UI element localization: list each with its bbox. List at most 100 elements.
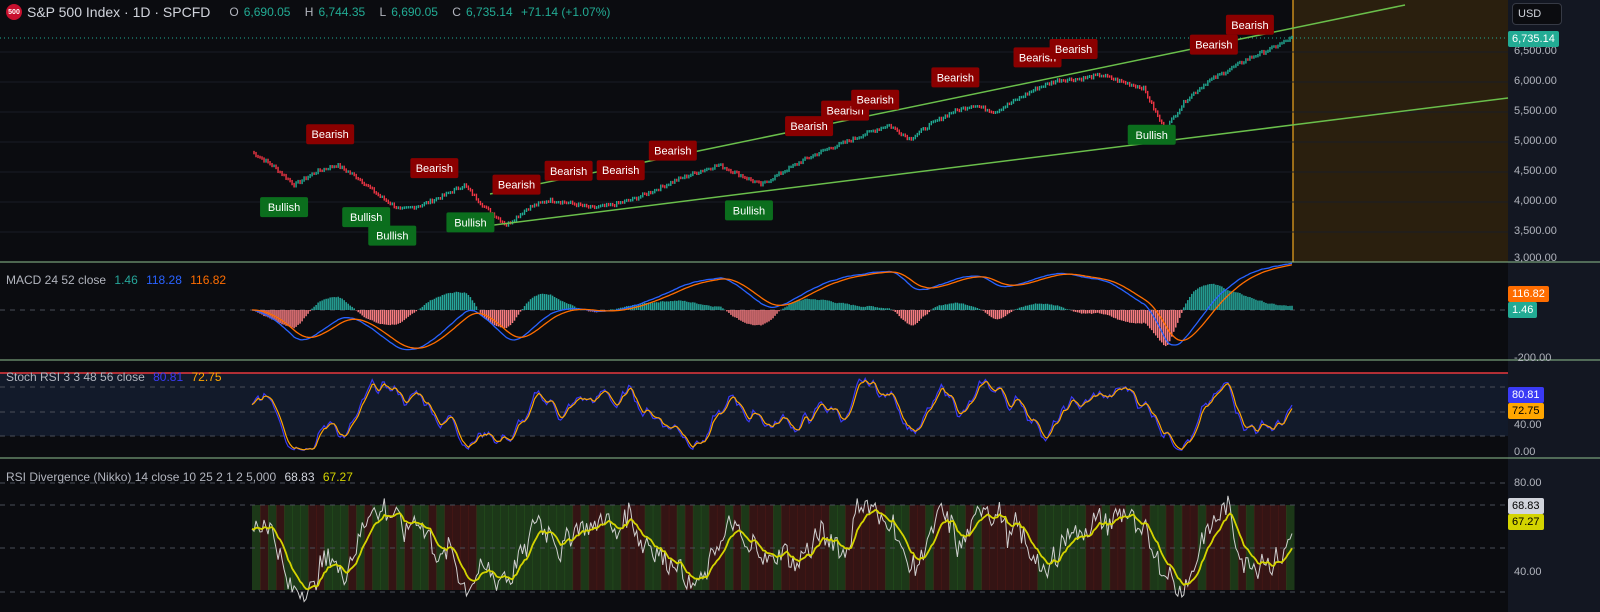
signal-text: Bullish bbox=[376, 231, 408, 243]
rsi-ma-line bbox=[251, 509, 1293, 591]
signal-text: Bearish bbox=[416, 163, 453, 175]
rsi-bg-band bbox=[1005, 505, 1014, 590]
price-tick: 3,500.00 bbox=[1514, 225, 1557, 237]
ohlc-values: O 6,690.05 H 6,744.35 L 6,690.05 C 6,735.14 … bbox=[229, 5, 611, 19]
signal-bearish: Bearish bbox=[1225, 14, 1274, 35]
rsi-value: 68.83 bbox=[284, 470, 315, 484]
rsi-bg-band bbox=[700, 505, 710, 590]
rsi-bg-band bbox=[1181, 505, 1191, 590]
macd-signal-value: 116.82 bbox=[190, 273, 227, 287]
macd-line bbox=[251, 262, 1293, 351]
signal-box bbox=[648, 140, 697, 161]
rsi-title: RSI Divergence (Nikko) 14 close 10 25 2 … bbox=[6, 470, 277, 484]
trendline-lower bbox=[469, 97, 1509, 229]
rsi-bg-band bbox=[1213, 505, 1223, 590]
rsi-bg-band bbox=[933, 505, 942, 590]
signal-box bbox=[342, 207, 391, 228]
signal-bearish: Bearish bbox=[306, 124, 355, 145]
rsi-bg-band bbox=[1173, 505, 1183, 590]
rsi-bg-band bbox=[532, 505, 542, 590]
rsi-bg-band bbox=[981, 505, 990, 590]
stoch-legend[interactable]: Stoch RSI 3 3 48 56 close 80.81 72.75 bbox=[6, 370, 227, 384]
rsi-bg-band bbox=[284, 505, 293, 590]
price-tick: 4,000.00 bbox=[1514, 195, 1557, 207]
signal-text: Bullish bbox=[350, 212, 382, 224]
rsi-bg-band bbox=[781, 505, 790, 590]
rsi-bg-band bbox=[724, 505, 734, 590]
rsi-bg-band bbox=[740, 505, 750, 590]
rsi-bg-band bbox=[524, 505, 534, 590]
signal-text: Bearish bbox=[937, 72, 974, 84]
macd-title: MACD 24 52 close bbox=[6, 273, 107, 287]
currency-button[interactable]: USD bbox=[1512, 3, 1562, 25]
rsi-bg-band bbox=[644, 505, 654, 590]
rsi-legend[interactable]: RSI Divergence (Nikko) 14 close 10 25 2 … bbox=[6, 470, 358, 484]
rsi-bg-band bbox=[1261, 505, 1271, 590]
macd-tick: -200.00 bbox=[1514, 352, 1552, 364]
rsi-bg-band bbox=[1053, 505, 1063, 590]
signal-text: Bearish bbox=[1019, 52, 1056, 64]
rsi-bg-band bbox=[941, 505, 950, 590]
rsi-bg-band bbox=[412, 505, 421, 590]
rsi-bg-band bbox=[564, 505, 574, 590]
signal-bearish: Bearish bbox=[785, 116, 834, 137]
signal-box bbox=[1189, 34, 1238, 55]
rsi-bg-band bbox=[821, 505, 830, 590]
rsi-bg-band bbox=[660, 505, 670, 590]
high-value: 6,744.35 bbox=[318, 5, 366, 19]
macd-hist-tag: 1.46 bbox=[1508, 302, 1538, 318]
signal-bearish: Bearish bbox=[851, 89, 900, 110]
macd-legend[interactable]: MACD 24 52 close 1.46 118.28 116.82 bbox=[6, 273, 231, 287]
rsi-bg-band bbox=[973, 505, 982, 590]
signal-text: Bullish bbox=[454, 217, 486, 229]
rsi-bg-band bbox=[805, 505, 814, 590]
signal-bearish: Bearish bbox=[492, 174, 541, 195]
signal-bullish: Bullish bbox=[724, 200, 773, 221]
stoch-d-tag: 72.75 bbox=[1508, 403, 1544, 419]
macd-signal-line bbox=[252, 264, 1293, 349]
rsi-bg-band bbox=[684, 505, 694, 590]
rsi-bg-band bbox=[885, 505, 894, 590]
rsi-ma-value: 67.27 bbox=[322, 470, 353, 484]
rsi-bg-band bbox=[572, 505, 582, 590]
stoch-band bbox=[0, 373, 1508, 436]
rsi-bg-band bbox=[692, 505, 702, 590]
rsi-bg-band bbox=[1253, 505, 1263, 590]
symbol-title[interactable]: S&P 500 Index · 1D · SPCFD bbox=[27, 4, 211, 20]
rsi-tick: 80.00 bbox=[1514, 477, 1542, 489]
signal-text: Bullish bbox=[1136, 130, 1168, 142]
signal-box bbox=[368, 225, 417, 246]
signal-text: Bearish bbox=[312, 129, 349, 141]
macd-signal-tag: 116.82 bbox=[1508, 286, 1549, 302]
signal-bearish: Bearish bbox=[1049, 38, 1098, 59]
signal-box bbox=[306, 124, 355, 145]
signal-bearish: Bearish bbox=[544, 160, 593, 181]
rsi-bg-band bbox=[1133, 505, 1143, 590]
macd-hist-value: 1.46 bbox=[114, 273, 138, 287]
signal-text: Bearish bbox=[602, 165, 639, 177]
signal-text: Bullish bbox=[268, 202, 300, 214]
signal-text: Bearish bbox=[790, 121, 827, 133]
signal-bullish: Bullish bbox=[260, 197, 309, 218]
rsi-tag: 68.83 bbox=[1508, 498, 1544, 514]
signal-bullish: Bullish bbox=[368, 225, 417, 246]
last-price-tag: 6,735.14 bbox=[1508, 31, 1559, 47]
rsi-bg-band bbox=[773, 505, 782, 590]
signal-box bbox=[931, 67, 980, 88]
price-tick: 6,500.00 bbox=[1514, 45, 1557, 57]
rsi-bg-band bbox=[853, 505, 862, 590]
signal-text: Bearish bbox=[498, 180, 535, 192]
rsi-bg-band bbox=[292, 505, 301, 590]
signal-bearish: Bearish bbox=[1013, 47, 1062, 68]
rsi-bg-band bbox=[764, 505, 774, 590]
rsi-bg-band bbox=[492, 505, 501, 590]
price-tick: 5,500.00 bbox=[1514, 105, 1557, 117]
rsi-bg-band bbox=[332, 505, 341, 590]
signal-box bbox=[1013, 47, 1062, 68]
signal-box bbox=[446, 212, 495, 233]
signal-bearish: Bearish bbox=[1189, 34, 1238, 55]
stoch-d-line bbox=[251, 379, 1293, 451]
signal-text: Bullish bbox=[733, 205, 765, 217]
signal-text: Bearish bbox=[550, 166, 587, 178]
